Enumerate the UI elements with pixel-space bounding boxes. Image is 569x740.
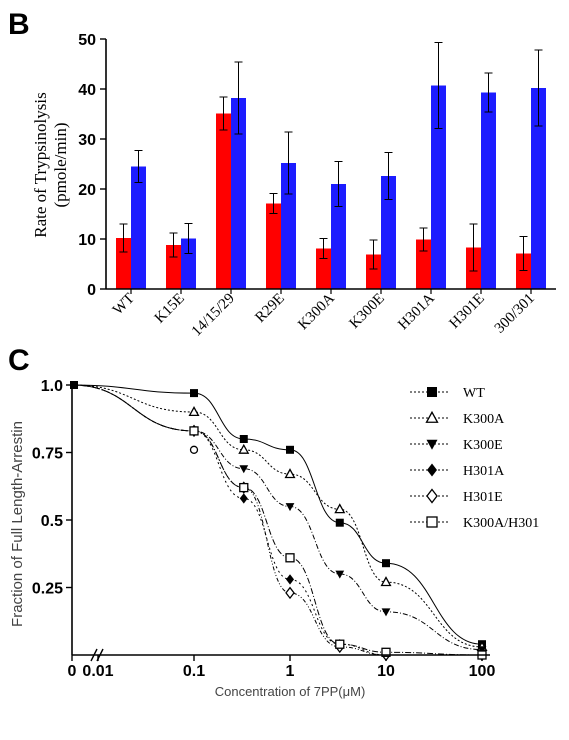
marker-triangle-open — [188, 406, 200, 417]
legend-label: K300E — [463, 438, 503, 453]
legend-label: WT — [463, 386, 485, 401]
marker-triangle-down-filled — [426, 439, 438, 450]
blue-bar — [531, 88, 546, 289]
red-bar — [266, 203, 281, 289]
legend-label: K300A — [463, 412, 505, 427]
fit-curve — [71, 384, 483, 656]
marker-triangle-down-filled — [381, 608, 391, 617]
panel-b-chart: Rate of Trypsinolysis (pmole/min) 0 10 20 3… — [31, 32, 556, 340]
marker-diamond-filled — [239, 493, 248, 504]
x-tick-label: 14/15/29 — [189, 291, 238, 340]
fit-curve — [71, 384, 483, 645]
marker-triangle-open — [425, 410, 439, 423]
marker-triangle-open — [334, 503, 346, 514]
x-tick-label: 0.01 — [82, 663, 113, 680]
marker-triangle-open — [380, 576, 392, 587]
marker-square-filled — [286, 445, 294, 454]
y-tick-label: 10 — [78, 232, 96, 249]
panel-b-ylabel-line2: (pmole/min) — [51, 123, 70, 208]
marker-circle-open — [189, 445, 199, 454]
marker-square-open — [335, 639, 345, 649]
x-tick-label: 300/301 — [492, 291, 538, 337]
marker-triangle-down-filled — [239, 465, 249, 474]
blue-bar — [431, 85, 446, 289]
blue-bar — [381, 176, 396, 289]
marker-triangle-down-filled — [285, 503, 295, 512]
x-tick-label: H301A — [395, 290, 438, 333]
red-bar — [116, 238, 131, 289]
marker-triangle-open — [238, 443, 250, 454]
panel-c-ylabel: Fraction of Full Length-Arrestin — [9, 421, 26, 627]
marker-diamond-open — [285, 586, 295, 600]
blue-bar — [331, 184, 346, 289]
panel-b-ylabel-line1: Rate of Trypsinolysis — [31, 92, 50, 237]
x-tick-label: WT — [110, 291, 138, 319]
y-tick-label: 20 — [78, 182, 96, 199]
fit-curve — [71, 384, 482, 656]
y-tick-label: 40 — [78, 82, 96, 99]
marker-square-open — [285, 553, 295, 563]
marker-triangle-down-filled — [335, 570, 345, 579]
legend-label: H301E — [463, 490, 503, 505]
panel-b-label: B — [8, 8, 30, 41]
y-tick-label: 1.0 — [41, 378, 63, 395]
red-bar — [516, 253, 531, 289]
blue-bar — [231, 98, 246, 289]
panel-c-axis-break — [96, 648, 104, 662]
marker-square-open — [381, 647, 391, 657]
marker-triangle-open — [284, 468, 296, 479]
blue-bar — [131, 166, 146, 289]
red-bar — [166, 245, 181, 289]
x-tick-label: 100 — [469, 663, 496, 680]
marker-square-filled — [335, 518, 344, 527]
x-tick-label: 0 — [68, 663, 77, 680]
x-tick-label: 1 — [286, 663, 295, 680]
legend-label: H301A — [463, 464, 505, 479]
x-tick-label: 0.1 — [183, 663, 205, 680]
fit-curve — [71, 384, 483, 648]
y-tick-label: 50 — [78, 32, 96, 49]
legend-label: K300A/H301 — [463, 516, 539, 531]
marker-square-filled — [382, 559, 390, 568]
y-tick-label: 0.75 — [32, 446, 63, 463]
red-bar — [366, 254, 381, 289]
y-tick-label: 0.25 — [32, 581, 63, 598]
x-tick-label: K300E — [346, 291, 387, 332]
marker-square-open — [426, 516, 438, 528]
panel-c-axis-break — [90, 648, 98, 662]
panel-c-legend: WT K300A K300E H301A H301E K300A/H301 — [410, 386, 539, 531]
x-tick-label: K15E — [152, 291, 188, 327]
red-bar — [216, 113, 231, 289]
marker-diamond-open — [426, 488, 438, 504]
y-tick-label: 0 — [87, 282, 96, 299]
marker-square-filled — [70, 381, 78, 389]
x-tick-label: 10 — [377, 663, 395, 680]
x-tick-label: R29E — [252, 291, 287, 326]
panel-c-xlabel: Concentration of 7PP(μM) — [215, 684, 366, 699]
x-tick-label: H301E — [446, 291, 487, 332]
panel-c-chart: Fraction of Full Length-Arrestin Concent… — [9, 378, 539, 699]
x-tick-label: K300A — [295, 290, 338, 333]
panel-c-label: C — [8, 344, 30, 377]
fit-curve — [71, 384, 483, 651]
blue-bar — [181, 238, 196, 289]
blue-bar — [481, 92, 496, 289]
marker-square-open — [189, 426, 199, 436]
y-tick-label: 30 — [78, 132, 96, 149]
marker-diamond-filled — [286, 574, 294, 585]
marker-square-open — [239, 482, 249, 493]
marker-square-filled — [239, 435, 248, 443]
red-bar — [416, 239, 431, 289]
marker-square-filled — [190, 389, 198, 398]
marker-square-filled — [427, 387, 437, 397]
y-tick-label: 0.5 — [41, 513, 63, 530]
marker-diamond-filled — [427, 463, 437, 477]
fit-curve — [71, 384, 482, 656]
